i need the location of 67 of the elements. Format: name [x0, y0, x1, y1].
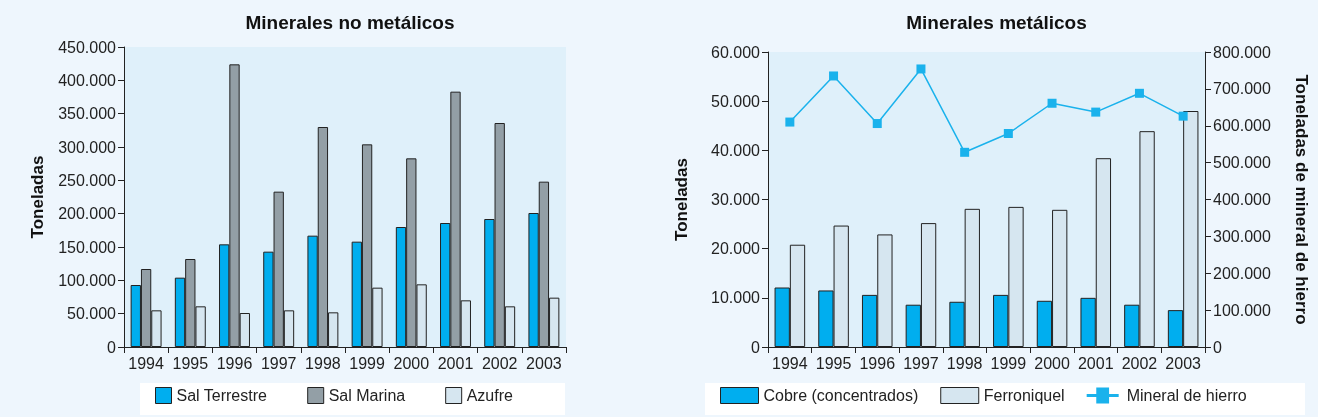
x-tick-label: 1995	[815, 354, 852, 372]
y-tick-label: 200.000	[58, 205, 117, 223]
chart-title: Minerales metálicos	[906, 12, 1087, 33]
y2-tick-label: 100.000	[1213, 301, 1271, 319]
x-tick-label: 1994	[772, 354, 808, 372]
y2-tick-label: 300.000	[1213, 227, 1271, 245]
point	[916, 64, 926, 74]
legend-label: Mineral de hierro	[1126, 387, 1247, 404]
x-tick-label: 1994	[128, 354, 164, 372]
y-tick-label: 0	[751, 338, 761, 356]
x-tick-label: 1998	[946, 354, 983, 372]
x-tick-label: 2001	[1077, 354, 1114, 372]
y2-tick-label: 500.000	[1213, 154, 1271, 172]
x-tick-label: 2002	[1121, 354, 1158, 372]
y2-tick-label: 600.000	[1213, 117, 1271, 135]
y2-tick-label: 0	[1213, 338, 1222, 356]
y2-tick-label: 400.000	[1213, 191, 1271, 208]
point	[1003, 128, 1013, 138]
x-tick-label: 1996	[859, 354, 896, 372]
legend-label: Sal Marina	[328, 387, 406, 404]
y-tick-label: 40.000	[711, 141, 761, 159]
y-tick-label: 350.000	[58, 105, 117, 123]
x-tick-label: 2002	[481, 354, 518, 372]
y-axis-title: Toneladas	[672, 158, 691, 241]
x-tick-label: 2003	[526, 354, 562, 372]
y2-tick-label: 700.000	[1213, 80, 1271, 98]
legend-label: Ferroniquel	[983, 387, 1065, 404]
legend-label: Cobre (concentrados)	[763, 387, 919, 404]
y-tick-label: 10.000	[711, 289, 761, 307]
x-tick-label: 1998	[305, 354, 341, 372]
y-tick-label: 250.000	[58, 171, 117, 189]
x-tick-label: 1996	[216, 354, 253, 372]
x-tick-label: 1997	[260, 354, 297, 372]
point	[1091, 107, 1101, 117]
legend-label: Azufre	[466, 387, 514, 404]
y-tick-label: 60.000	[711, 43, 761, 61]
y-tick-label: 450.000	[58, 38, 117, 56]
y-tick-label: 0	[107, 338, 117, 356]
point	[872, 119, 882, 129]
y-tick-label: 100.000	[58, 271, 117, 289]
x-tick-label: 2003	[1165, 354, 1202, 372]
y2-tick-label: 200.000	[1213, 264, 1271, 282]
point	[1178, 111, 1188, 121]
y2-axis-title: Toneladas de mineral de hierro	[1292, 74, 1311, 325]
point	[1047, 98, 1057, 108]
y-axis-title: Toneladas	[28, 155, 47, 239]
point	[1134, 88, 1144, 98]
y-tick-label: 50.000	[711, 92, 761, 110]
chart-title: Minerales no metálicos	[245, 12, 455, 33]
y-tick-label: 150.000	[58, 238, 117, 256]
x-tick-label: 1999	[990, 354, 1027, 372]
y2-tick-label: 800.000	[1213, 43, 1271, 61]
x-tick-label: 1997	[903, 354, 939, 372]
y-tick-label: 300.000	[58, 138, 117, 156]
point	[785, 117, 795, 127]
x-tick-label: 2000	[1034, 354, 1070, 372]
y-tick-label: 400.000	[58, 71, 117, 89]
legend-label: Sal Terrestre	[176, 387, 268, 404]
point	[960, 147, 970, 157]
x-tick-label: 1995	[172, 354, 209, 372]
x-tick-label: 2001	[437, 354, 474, 372]
y-tick-label: 30.000	[711, 191, 761, 208]
x-tick-label: 1999	[349, 354, 385, 372]
point	[829, 71, 839, 81]
y-tick-label: 20.000	[711, 240, 761, 258]
x-tick-label: 2000	[393, 354, 430, 372]
y-tick-label: 50.000	[67, 305, 117, 323]
